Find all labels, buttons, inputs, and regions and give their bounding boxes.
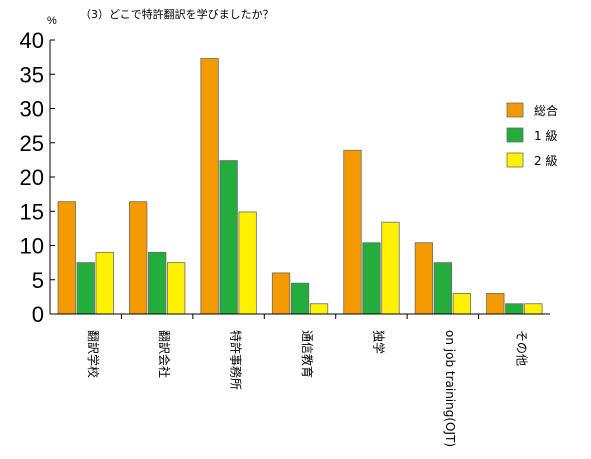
chart-title: （3）どこで特許翻訳を学びましたか？ [80, 7, 274, 21]
y-axis-ticks: 0 5 10 15 20 25 30 35 40 [20, 28, 55, 327]
category-label: 翻訳学校 [86, 330, 101, 378]
bar [167, 262, 186, 315]
legend-label: 総合 [534, 103, 558, 118]
category-label: その他 [514, 330, 528, 366]
bar [486, 293, 505, 315]
bar [238, 211, 257, 315]
category-labels: 翻訳学校 翻訳会社 特許事務所 通信教育 独学 on job training(OJT) そ… [86, 330, 529, 447]
category-label: 通信教育 [300, 330, 315, 378]
bar [76, 262, 95, 315]
legend-label: 1 級 [534, 129, 557, 143]
y-tick-label: 40 [20, 28, 44, 53]
y-tick-label: 35 [20, 62, 44, 87]
bar [343, 149, 362, 315]
category-label: on job training(OJT) [443, 330, 457, 447]
category-label: 特許事務所 [229, 330, 244, 390]
bar [148, 251, 167, 315]
bar [200, 58, 219, 315]
bar [290, 282, 310, 315]
category-label: 翻訳会社 [157, 330, 172, 378]
y-tick-label: 20 [20, 165, 44, 190]
bar [524, 303, 543, 315]
bar [381, 221, 400, 315]
legend-label: 2 級 [534, 154, 557, 168]
y-tick-label: 30 [20, 97, 44, 122]
y-tick-label: 0 [32, 302, 44, 327]
y-axis-unit: % [47, 15, 57, 27]
legend: 総合 1 級 2 級 [506, 102, 558, 168]
category-label: 独学 [371, 330, 386, 354]
y-tick-label: 15 [20, 199, 44, 224]
y-tick-label: 10 [20, 234, 44, 259]
bar [95, 251, 114, 315]
legend-swatch [506, 152, 524, 168]
y-tick-label: 25 [20, 131, 44, 156]
y-tick-label: 5 [32, 268, 44, 293]
bar [129, 201, 148, 315]
bar [57, 201, 76, 315]
bar [452, 293, 472, 315]
axes [49, 40, 550, 319]
bar [505, 303, 524, 315]
bar [309, 303, 329, 315]
bar [362, 242, 381, 315]
legend-swatch [506, 102, 524, 118]
bar [433, 262, 453, 315]
bar [219, 160, 238, 315]
bar [271, 272, 291, 315]
bars [57, 58, 543, 315]
bar [414, 242, 434, 315]
legend-swatch [506, 127, 524, 143]
